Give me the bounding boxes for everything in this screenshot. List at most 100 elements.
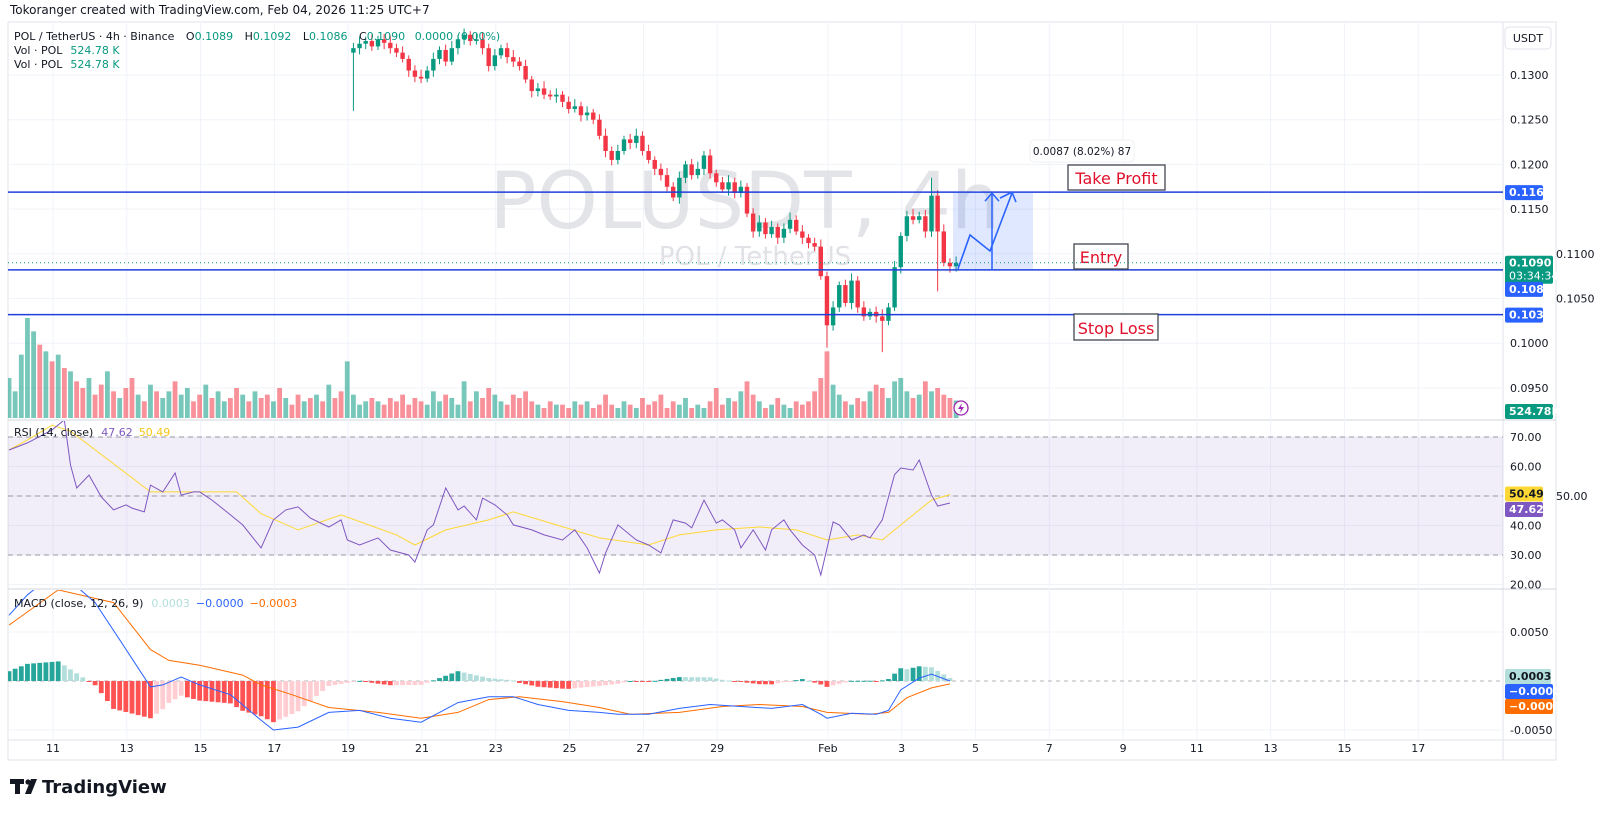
candle-down (935, 195, 940, 232)
volume-bar (750, 394, 756, 418)
candle-down (800, 231, 805, 238)
horizontal-lines[interactable]: Take Profit Entry Stop Loss (8, 164, 1503, 341)
symbol-line[interactable]: POL / TetherUS · 4h · Binance (14, 30, 175, 43)
volume-bar (443, 394, 449, 418)
currency-button[interactable]: USDT (1504, 26, 1552, 50)
date-tick-label: 3 (898, 742, 905, 755)
volume-bar (191, 401, 196, 418)
volume-bar (652, 401, 658, 418)
rsi-value-label-box (1505, 502, 1543, 518)
candle-up (615, 150, 621, 160)
volume-legend-value: 524.78 K (70, 44, 120, 57)
rsi-tick-label: 50.00 (1556, 490, 1588, 503)
volume-bar (258, 398, 264, 418)
volume-bar (744, 381, 750, 418)
volume-bar (812, 391, 818, 418)
volume-bar (707, 401, 713, 418)
candle-up (461, 34, 467, 40)
change-value: 0.0000 (0.00%) (415, 30, 501, 43)
volume-bar (18, 354, 24, 418)
candle-down (603, 135, 608, 151)
macd-histogram-bar (627, 681, 633, 682)
lightning-icon[interactable] (953, 400, 969, 416)
volume-bar (418, 401, 424, 418)
macd-histogram-bar (517, 681, 522, 683)
macd-histogram-bar (68, 669, 73, 681)
macd-histogram-bar (818, 681, 824, 685)
macd-value-label: −0.0000 (1509, 685, 1561, 698)
macd-histogram-bar (683, 677, 688, 681)
volume-bar (295, 394, 301, 418)
volume-bar (240, 394, 246, 418)
candle-down (560, 94, 565, 102)
macd-histogram-bar (221, 681, 227, 703)
volume-legend-row[interactable]: Vol · POL 524.78 K (14, 44, 120, 57)
macd-histogram-bar (812, 681, 818, 683)
volume-bar (867, 391, 873, 418)
candle-down (744, 186, 750, 214)
volume-bar (234, 388, 239, 418)
volume-bar (873, 384, 879, 418)
macd-legend-title: MACD (close, 12, 26, 9) (14, 597, 143, 610)
candle-up (351, 48, 356, 53)
volume-bar (264, 394, 270, 418)
candle-down (640, 135, 645, 151)
volume-legend-row[interactable]: Vol · POL 524.78 K (14, 58, 120, 71)
macd-histogram-bar (572, 681, 578, 689)
candle-down (658, 168, 664, 176)
macd-legend[interactable]: MACD (close, 12, 26, 9) 0.0003 −0.0000 −0.0… (14, 597, 297, 610)
macd-histogram-bar (314, 681, 319, 697)
volume-bar (49, 361, 55, 418)
candle-down (548, 94, 553, 97)
volume-bar (289, 404, 295, 418)
volume-bar (412, 398, 418, 418)
candle-down (418, 76, 424, 79)
volume-bar (43, 351, 49, 418)
rsi-legend-value: 47.62 (101, 426, 133, 439)
volume-bar (338, 391, 344, 418)
rsi-legend[interactable]: RSI (14, close) 47.62 50.49 (14, 426, 170, 439)
macd-histogram-bar (234, 681, 239, 708)
chart-frame (7, 21, 1557, 761)
symbol-legend[interactable]: POL / TetherUS · 4h · Binance O0.1089 H0… (14, 30, 500, 71)
volume-value-label-box (1505, 404, 1553, 419)
current-price-label-countdown: 03:34:34 (1509, 270, 1558, 283)
rsi-tick-label: 20.00 (1510, 579, 1542, 592)
macd-histogram-bar (387, 681, 393, 686)
macd-histogram-bar (449, 673, 455, 681)
macd-histogram-bar (553, 681, 559, 689)
macd-legend-hist: 0.0003 (151, 597, 190, 610)
candle-down (732, 182, 737, 194)
candle-down (406, 58, 411, 71)
macd-histogram-bar (830, 681, 836, 686)
macd-histogram-bar (603, 681, 608, 686)
take-profit-price-label-box (1505, 185, 1543, 201)
macd-histogram-bar (590, 681, 596, 687)
candle-down (443, 49, 448, 62)
macd-histogram-bar (357, 680, 362, 682)
candle-up (892, 267, 897, 308)
volume-bar (510, 394, 516, 418)
volume-bar (92, 394, 98, 418)
volume-bar (160, 398, 166, 418)
price-tick-label: 0.1000 (1510, 337, 1549, 350)
volume-bar (670, 401, 676, 418)
macd-histogram-bar (560, 681, 565, 689)
macd-histogram-bar (320, 681, 326, 691)
volume-bar (498, 401, 504, 418)
volume-bar (806, 401, 811, 418)
volume-bar (381, 404, 387, 418)
macd-histogram-bar (332, 681, 338, 685)
volume-bar (886, 398, 891, 418)
volume-bar (80, 388, 86, 418)
macd-value-label-box (1505, 684, 1553, 699)
macd-histogram-bar (664, 678, 670, 681)
entry-label-box (1073, 243, 1129, 270)
entry-label: Entry (1080, 248, 1123, 267)
macd-histogram-bar (504, 679, 510, 681)
measure-tool[interactable]: 0.0087 (8.02%) 87 (953, 139, 1135, 270)
candle-down (707, 155, 713, 174)
tradingview-logo: TradingView (10, 777, 167, 798)
candle-up (695, 168, 700, 176)
